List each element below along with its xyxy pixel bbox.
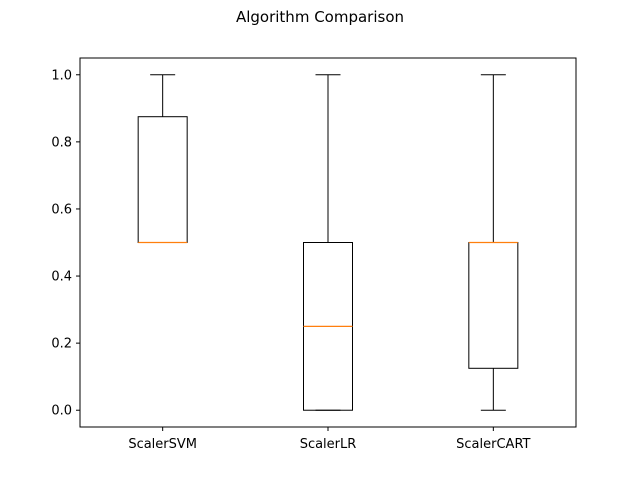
y-tick-label: 0.6	[51, 202, 72, 217]
chart-title: Algorithm Comparison	[236, 8, 404, 26]
y-tick-label: 0.0	[51, 404, 72, 419]
plot-area: 0.0 0.2 0.4 0.6 0.8 1.0 ScalerSVM ScalerLR Scale…	[51, 57, 577, 452]
box-iqr	[137, 116, 188, 243]
x-tick-label: ScalerLR	[300, 437, 357, 452]
x-tick-label: ScalerCART	[456, 437, 530, 452]
y-tick-label: 0.2	[51, 337, 72, 352]
box-iqr	[468, 242, 519, 369]
y-tick-label: 1.0	[51, 68, 72, 83]
x-tick-label: ScalerSVM	[128, 437, 197, 452]
y-tick-label: 0.4	[51, 270, 72, 285]
y-tick-label: 0.8	[51, 135, 72, 150]
